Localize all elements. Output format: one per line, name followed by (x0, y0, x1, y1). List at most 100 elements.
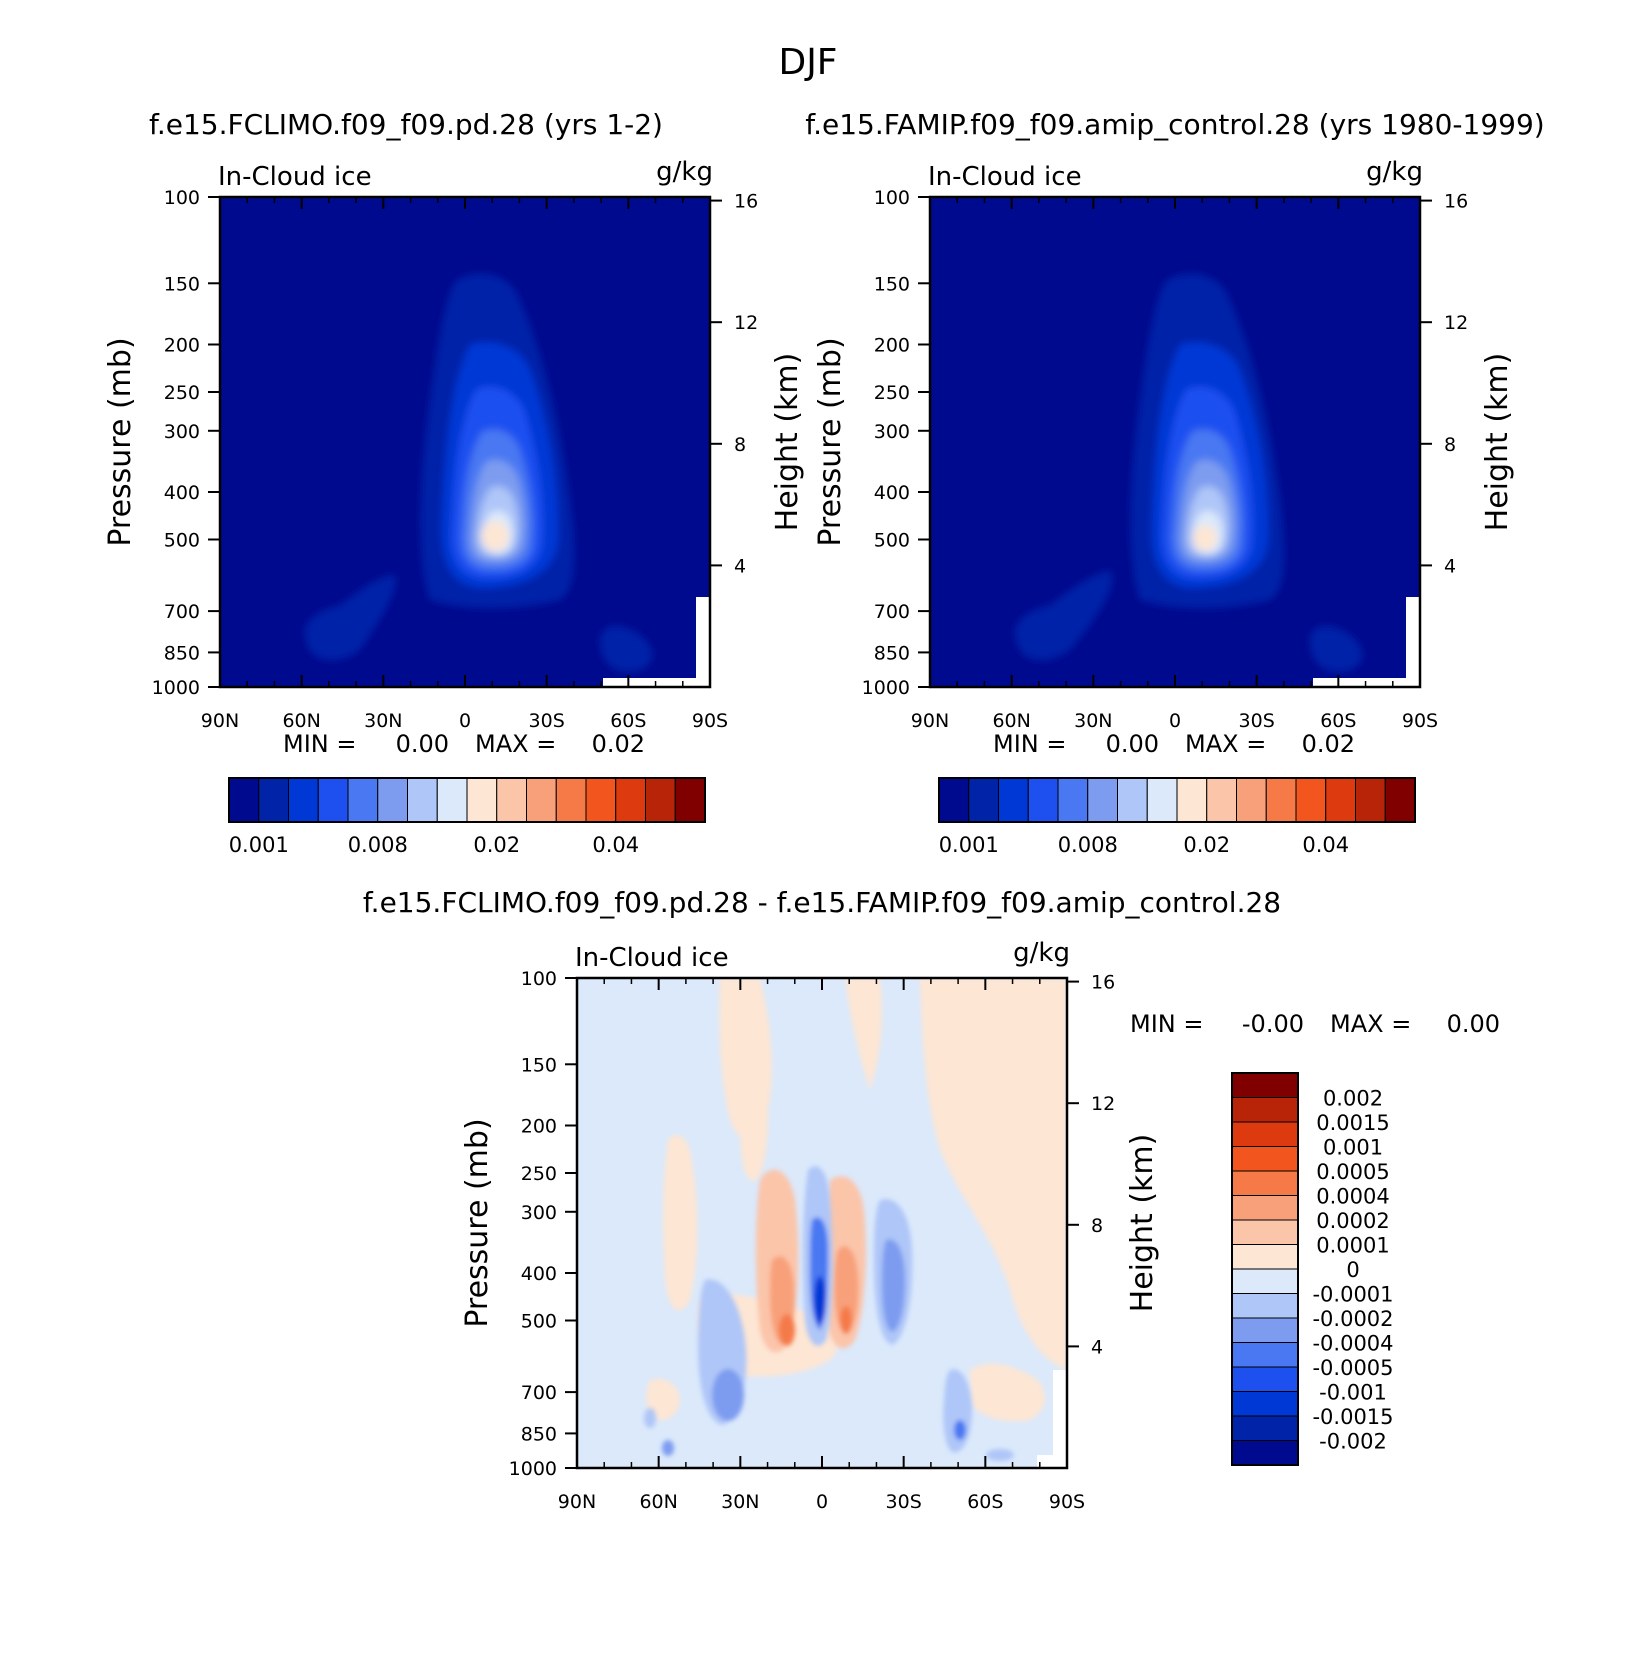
colorbar-label: 0.04 (592, 833, 639, 857)
x-tick-label: 30N (721, 1491, 759, 1513)
colorbar-box (1265, 777, 1297, 823)
colorbar-box (555, 777, 587, 823)
colorbar-box (1236, 777, 1267, 823)
panel-c-title: f.e15.FCLIMO.f09_f09.pd.28 - f.e15.FAMIP… (363, 886, 1281, 919)
colorbar-label: 0.0004 (1316, 1185, 1389, 1209)
colorbar-box (1295, 777, 1327, 823)
colorbar-box (968, 777, 999, 823)
colorbar-box (317, 777, 349, 823)
panel-a: f.e15.FCLIMO.f09_f09.pd.28 (yrs 1-2) In-… (103, 108, 805, 857)
y-tick-label: 150 (164, 273, 200, 295)
colorbar-label: 0.0005 (1316, 1160, 1389, 1184)
y-tick-label: 400 (874, 482, 910, 504)
y-tick-label: 1000 (509, 1458, 557, 1480)
panel-b-title: f.e15.FAMIP.f09_f09.amip_control.28 (yrs… (805, 108, 1544, 141)
y-tick-label: 850 (521, 1423, 557, 1445)
colorbar-box (1384, 777, 1416, 823)
x-tick-label: 60N (639, 1491, 677, 1513)
y-tick-label: 150 (521, 1054, 557, 1076)
colorbar-box (1355, 777, 1386, 823)
y-tick-label: 700 (521, 1382, 557, 1404)
x-tick-label: 90N (558, 1491, 596, 1513)
panel-b-max-label: MAX = (1185, 730, 1266, 758)
x-tick-label: 90S (1402, 710, 1438, 732)
panel-c-axes: 90N 60N 30N 0 30S 60S 90S 100 150 200 250 300 400 500… (509, 968, 1116, 1513)
colorbar-box (938, 777, 970, 823)
y-tick-label: 100 (164, 187, 200, 209)
colorbar-label: 0.008 (1058, 833, 1118, 857)
colorbar-box (347, 777, 379, 823)
panel-a-min-value: 0.00 (396, 730, 449, 758)
panel-b-min-value: 0.00 (1106, 730, 1159, 758)
panel-a-title: f.e15.FCLIMO.f09_f09.pd.28 (yrs 1-2) (149, 108, 663, 141)
y2-tick-label: 8 (1444, 434, 1456, 456)
colorbar-box (1231, 1170, 1299, 1196)
x-tick-label: 90S (692, 710, 728, 732)
colorbar-box (1146, 777, 1178, 823)
panel-b-units-label: g/kg (1366, 157, 1423, 187)
panel-c-units-label: g/kg (1013, 938, 1070, 968)
x-tick-label: 60S (1320, 710, 1356, 732)
panel-c-y2label: Height (km) (1125, 1134, 1160, 1313)
x-tick-label: 30S (886, 1491, 922, 1513)
y2-tick-label: 16 (1091, 972, 1115, 994)
colorbar-box (496, 777, 527, 823)
panel-b-colorbar: 0.001 0.008 0.02 0.04 (938, 777, 1416, 857)
y-tick-label: 250 (874, 382, 910, 404)
colorbar-box (407, 777, 438, 823)
colorbar-box (1231, 1342, 1299, 1368)
panel-c-variable-label: In-Cloud ice (575, 943, 729, 973)
y-tick-label: 200 (521, 1116, 557, 1138)
x-tick-label: 0 (459, 710, 471, 732)
y-tick-label: 100 (874, 187, 910, 209)
y-tick-label: 500 (164, 529, 200, 551)
colorbar-box (1231, 1415, 1299, 1441)
colorbar-box (1206, 777, 1237, 823)
colorbar-box (615, 777, 646, 823)
colorbar-label: 0.001 (939, 833, 999, 857)
colorbar-box (1117, 777, 1148, 823)
colorbar-box (1057, 777, 1089, 823)
y2-tick-label: 4 (1444, 555, 1456, 577)
y-tick-label: 100 (521, 968, 557, 990)
colorbar-label: -0.0005 (1312, 1356, 1393, 1380)
colorbar-frame (938, 777, 1416, 823)
x-tick-label: 60S (610, 710, 646, 732)
y-tick-label: 400 (164, 482, 200, 504)
panel-a-y2label: Height (km) (770, 353, 805, 532)
colorbar-label: 0.02 (473, 833, 520, 857)
colorbar-label: 0.0015 (1316, 1111, 1389, 1135)
panel-c-max-value: 0.00 (1447, 1010, 1500, 1038)
colorbar-box (1231, 1268, 1299, 1294)
x-tick-label: 30N (364, 710, 402, 732)
x-tick-label: 60N (992, 710, 1030, 732)
colorbar-box (1231, 1219, 1299, 1245)
panel-b-ylabel: Pressure (mb) (813, 337, 848, 546)
panel-a-variable-label: In-Cloud ice (218, 162, 372, 192)
panel-c-max-label: MAX = (1330, 1010, 1411, 1038)
colorbar-label: -0.002 (1319, 1430, 1387, 1454)
panel-b-y2label: Height (km) (1480, 353, 1515, 532)
y2-tick-label: 8 (734, 434, 746, 456)
panel-a-units-label: g/kg (656, 157, 713, 187)
x-tick-label: 60N (282, 710, 320, 732)
colorbar-frame (1231, 1072, 1299, 1466)
colorbar-box (1027, 777, 1059, 823)
y-tick-label: 300 (521, 1202, 557, 1224)
panel-a-field (220, 197, 710, 687)
panel-a-min-label: MIN = (283, 730, 356, 758)
colorbar-label: -0.0002 (1312, 1307, 1393, 1331)
colorbar-box (674, 777, 706, 823)
colorbar-label: -0.0015 (1312, 1405, 1393, 1429)
colorbar-box (1231, 1366, 1299, 1392)
y2-tick-label: 16 (734, 191, 758, 213)
x-tick-label: 30N (1074, 710, 1112, 732)
y-tick-label: 1000 (152, 677, 200, 699)
colorbar-label: 0.002 (1323, 1087, 1383, 1111)
panel-c-min-value: -0.00 (1242, 1010, 1304, 1038)
x-tick-label: 60S (967, 1491, 1003, 1513)
y-tick-label: 200 (164, 335, 200, 357)
colorbar-box (436, 777, 468, 823)
y-tick-label: 500 (874, 529, 910, 551)
